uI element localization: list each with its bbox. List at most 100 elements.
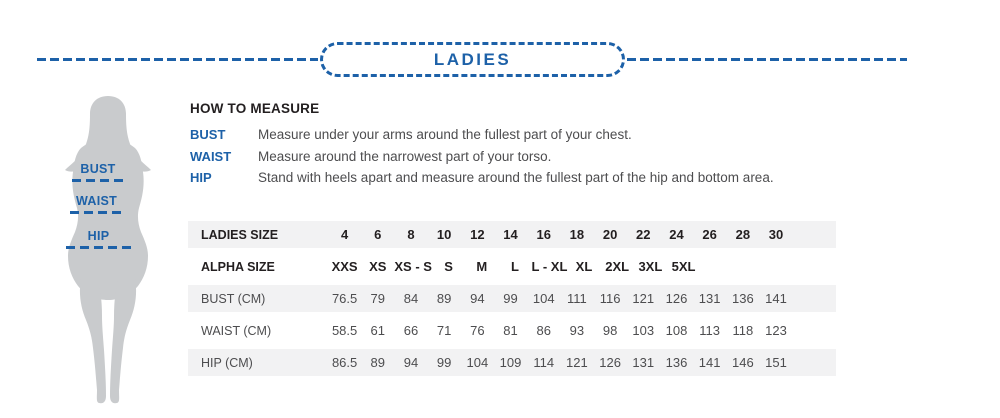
size-cell: 136	[731, 291, 754, 306]
size-table-row: BUST (CM) 76.5 79 84 89 94 99 104 111 116 121 126 13…	[188, 285, 836, 312]
size-cell: 131	[698, 291, 721, 306]
size-cell: 99	[436, 355, 452, 370]
figure-marker-bust: BUST	[72, 162, 124, 182]
size-cell: 14	[503, 227, 518, 242]
figure-marker-waist: WAIST	[70, 194, 123, 214]
size-cell: 79	[370, 291, 386, 306]
page-title: LADIES	[433, 49, 512, 69]
size-cell: 30	[768, 227, 784, 242]
size-table: LADIES SIZE 4 6 8 10 12 14 16 18 20 22 24 26 28 30 ALPH…	[188, 221, 836, 381]
size-cell: 108	[665, 323, 688, 338]
size-cell: 126	[599, 355, 621, 370]
dashed-measure-line	[72, 179, 124, 182]
size-cell: 28	[735, 227, 751, 242]
size-cell: 104	[532, 291, 555, 306]
size-cell: 18	[569, 227, 585, 242]
figure-marker-label: BUST	[80, 162, 116, 176]
size-cell: 141	[765, 291, 787, 306]
size-cell: 86	[536, 323, 551, 338]
size-cell: 104	[466, 355, 489, 370]
size-table-row: HIP (CM) 86.5 89 94 99 104 109 114 121 126 131 136 1…	[188, 349, 836, 376]
how-to-measure-title: HOW TO MEASURE	[190, 101, 320, 116]
size-table-row: WAIST (CM) 58.5 61 66 71 76 81 86 93 98 103 108 113 1…	[188, 317, 836, 344]
size-row-label: ALPHA SIZE	[201, 259, 275, 274]
size-cell: 146	[731, 355, 754, 370]
size-cell: 89	[370, 355, 386, 370]
size-cell: M	[476, 259, 488, 274]
measure-term: HIP	[190, 170, 212, 185]
size-cell: 131	[632, 355, 655, 370]
measure-item-bust: BUST Measure under your arms around the f…	[190, 124, 880, 146]
size-cell: XS - S	[394, 259, 432, 274]
size-cell: 121	[566, 355, 588, 370]
size-cell: 61	[370, 323, 386, 338]
size-cell: L - XL	[531, 259, 568, 274]
size-cell: 114	[533, 355, 555, 370]
measure-description: Measure around the narrowest part of you…	[258, 148, 552, 164]
size-cell: 20	[602, 227, 618, 242]
measure-term: WAIST	[190, 148, 232, 164]
size-cell: 58.5	[331, 323, 358, 338]
size-cell: 118	[732, 323, 754, 338]
size-row-label: HIP (CM)	[201, 355, 253, 370]
size-row-label: BUST (CM)	[201, 291, 266, 306]
size-cell: 86.5	[331, 355, 358, 370]
size-row-label: WAIST (CM)	[201, 323, 272, 338]
size-cell: 94	[470, 291, 485, 306]
size-cell: 4	[340, 227, 349, 242]
female-silhouette-figure	[52, 86, 164, 406]
size-cell: XS	[369, 259, 387, 274]
measure-term: BUST	[190, 127, 226, 142]
size-cell: 76	[470, 323, 485, 338]
size-cell: 116	[599, 291, 621, 306]
size-cell: L	[510, 259, 519, 274]
figure-marker-label: HIP	[87, 229, 110, 243]
size-cell: 26	[702, 227, 717, 242]
size-cell: 5XL	[671, 259, 696, 274]
size-cell: 84	[403, 291, 419, 306]
size-cell: 121	[632, 291, 655, 306]
measure-item-hip: HIP Stand with heels apart and measure ar…	[190, 167, 880, 189]
how-to-measure-items: BUST Measure under your arms around the f…	[190, 124, 880, 189]
size-cell: 109	[499, 355, 522, 370]
figure-marker-label: WAIST	[75, 194, 118, 208]
size-cell: 99	[503, 291, 518, 306]
size-cell: 113	[699, 323, 721, 338]
size-cell: XL	[575, 259, 593, 274]
size-cell: 81	[503, 323, 518, 338]
measure-description: Measure under your arms around the fulle…	[258, 127, 632, 142]
size-cell: 76.5	[331, 291, 358, 306]
female-silhouette-icon	[65, 96, 151, 404]
size-cell: 16	[536, 227, 551, 242]
size-cell: 123	[765, 323, 787, 338]
size-cell: 94	[403, 355, 419, 370]
size-cell: 111	[567, 291, 587, 306]
size-cell: 2XL	[605, 259, 630, 274]
size-table-row: LADIES SIZE 4 6 8 10 12 14 16 18 20 22 24 26 28 30	[188, 221, 836, 248]
dashed-rule-right	[627, 58, 907, 61]
size-cell: 6	[374, 227, 382, 242]
size-cell: S	[444, 259, 453, 274]
size-cell: 24	[669, 227, 684, 242]
size-cell: 136	[665, 355, 688, 370]
size-cell: XXS	[331, 259, 358, 274]
size-cell: 71	[436, 323, 452, 338]
size-cell: 66	[403, 323, 419, 338]
size-cell: 141	[698, 355, 721, 370]
size-cell: 22	[636, 227, 651, 242]
size-cell: 89	[436, 291, 452, 306]
size-cell: 93	[569, 323, 585, 338]
size-cell: 10	[436, 227, 452, 242]
size-row-label: LADIES SIZE	[201, 227, 279, 242]
dashed-measure-line	[70, 211, 123, 214]
how-to-measure-section: HOW TO MEASURE BUST Measure under your ar…	[190, 101, 880, 189]
size-cell: 3XL	[638, 259, 663, 274]
size-table-row: ALPHA SIZE XXS XS XS - S S M L L - XL XL 2XL 3XL 5X…	[188, 253, 836, 280]
size-cell: 151	[765, 355, 787, 370]
ladies-header-box: LADIES	[320, 42, 625, 77]
figure-marker-hip: HIP	[66, 229, 131, 249]
size-cell: 103	[632, 323, 655, 338]
dashed-measure-line	[66, 246, 131, 249]
measure-description: Stand with heels apart and measure aroun…	[258, 170, 774, 185]
